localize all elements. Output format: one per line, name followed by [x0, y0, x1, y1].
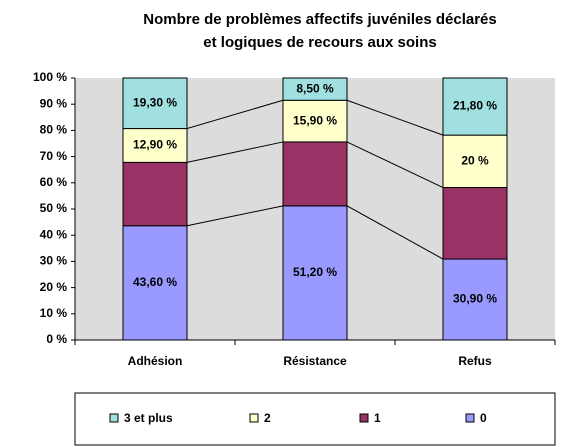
series-line	[186, 141, 284, 163]
bar-segment	[442, 77, 508, 136]
y-tick-label: 80 %	[40, 123, 68, 137]
series-line	[186, 205, 284, 227]
value-label: 51,20 %	[293, 265, 337, 279]
value-label: 15,90 %	[293, 113, 337, 127]
legend-box	[74, 392, 556, 446]
value-label: 43,60 %	[133, 275, 177, 289]
y-tick-label: 90 %	[40, 96, 68, 110]
legend-label: 3 et plus	[124, 411, 173, 425]
legend-label: 2	[264, 411, 271, 425]
value-label: 19,30 %	[133, 95, 177, 109]
bar-segment	[122, 77, 188, 130]
series-line	[346, 205, 444, 260]
bar-segment	[442, 187, 508, 260]
y-tick-label: 100 %	[33, 70, 67, 84]
y-tick-label: 20 %	[40, 280, 68, 294]
value-label: 20 %	[461, 153, 489, 167]
bar-segment	[282, 205, 348, 341]
bar-segment	[282, 141, 348, 207]
legend-swatch	[359, 413, 369, 423]
x-tick-label: Adhésion	[128, 354, 183, 368]
series-line	[186, 99, 284, 130]
legend-label: 1	[374, 411, 381, 425]
x-tick-label: Résistance	[283, 354, 347, 368]
x-tick-label: Refus	[458, 354, 492, 368]
legend-swatch	[249, 413, 259, 423]
y-tick-label: 10 %	[40, 306, 68, 320]
bar-segment	[442, 134, 508, 189]
y-tick-label: 60 %	[40, 175, 68, 189]
chart-title: Nombre de problèmes affectifs juvéniles …	[143, 11, 496, 28]
chart-title: et logiques de recours aux soins	[203, 34, 436, 51]
bar-segment	[122, 225, 188, 341]
value-label: 21,80 %	[453, 99, 497, 113]
y-tick-label: 50 %	[40, 201, 68, 215]
bar-segment	[282, 99, 348, 143]
series-line	[346, 141, 444, 188]
series-line	[346, 99, 444, 136]
legend-label: 0	[480, 411, 487, 425]
bar-segment	[282, 77, 348, 101]
y-tick-label: 70 %	[40, 149, 68, 163]
y-tick-label: 30 %	[40, 254, 68, 268]
legend-swatch	[109, 413, 119, 423]
value-label: 8,50 %	[296, 81, 334, 95]
bar-segment	[442, 258, 508, 341]
value-label: 30,90 %	[453, 292, 497, 306]
bar-segment	[122, 161, 188, 227]
y-tick-label: 0 %	[46, 332, 67, 346]
value-label: 12,90 %	[133, 138, 177, 152]
legend-swatch	[465, 413, 475, 423]
bar-segment	[122, 128, 188, 163]
y-tick-label: 40 %	[40, 227, 68, 241]
